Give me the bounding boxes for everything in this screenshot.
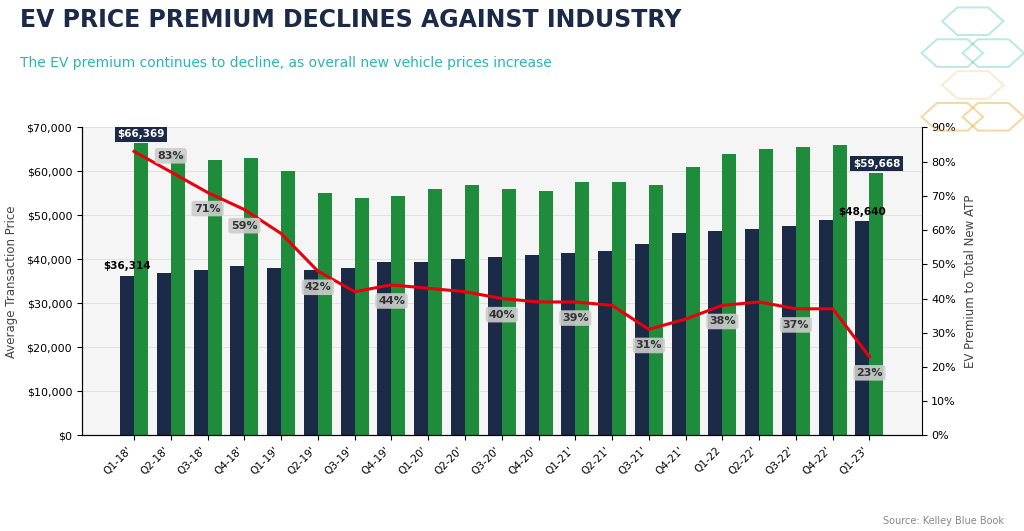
Y-axis label: Average Transaction Price: Average Transaction Price	[5, 205, 18, 358]
Bar	[487, 257, 502, 435]
Text: 39%: 39%	[562, 313, 589, 323]
Bar	[502, 189, 516, 435]
Text: 37%: 37%	[782, 320, 809, 330]
Text: $59,668: $59,668	[853, 159, 900, 169]
Bar	[855, 221, 869, 435]
Text: 23%: 23%	[856, 368, 883, 378]
Bar	[465, 185, 479, 435]
Text: $48,640: $48,640	[839, 207, 887, 217]
Bar	[709, 231, 722, 435]
Bar	[686, 167, 699, 435]
Text: 59%: 59%	[231, 221, 258, 230]
Bar	[649, 185, 663, 435]
Bar	[575, 183, 589, 435]
Bar	[869, 173, 884, 435]
Bar	[428, 189, 442, 435]
Bar	[194, 270, 208, 435]
Bar	[635, 244, 649, 435]
Bar	[759, 149, 773, 435]
Bar	[378, 262, 391, 435]
Bar	[415, 262, 428, 435]
Bar	[134, 143, 148, 435]
Bar	[391, 195, 406, 435]
Bar	[304, 270, 317, 435]
Bar	[317, 193, 332, 435]
Bar	[539, 191, 553, 435]
Bar	[451, 260, 465, 435]
Text: EV PRICE PREMIUM DECLINES AGAINST INDUSTRY: EV PRICE PREMIUM DECLINES AGAINST INDUST…	[20, 8, 682, 32]
Bar	[267, 268, 282, 435]
Bar	[833, 145, 847, 435]
Bar	[598, 251, 612, 435]
Bar	[341, 268, 354, 435]
Text: The EV premium continues to decline, as overall new vehicle prices increase: The EV premium continues to decline, as …	[20, 56, 552, 70]
Bar	[672, 233, 686, 435]
Text: 83%: 83%	[158, 151, 184, 161]
Bar	[561, 253, 575, 435]
Bar	[612, 183, 626, 435]
Text: 38%: 38%	[710, 316, 735, 327]
Bar	[354, 198, 369, 435]
Bar	[282, 172, 295, 435]
Bar	[120, 276, 134, 435]
Text: 31%: 31%	[636, 340, 663, 350]
Bar	[722, 154, 736, 435]
Y-axis label: EV Premium to Total New ATP: EV Premium to Total New ATP	[965, 195, 977, 368]
Text: 44%: 44%	[378, 296, 404, 306]
Bar	[782, 226, 796, 435]
Text: 40%: 40%	[488, 310, 515, 320]
Bar	[171, 154, 184, 435]
Text: 42%: 42%	[304, 282, 332, 292]
Bar	[208, 160, 221, 435]
Text: $36,314: $36,314	[103, 261, 151, 271]
Text: Source: Kelley Blue Book: Source: Kelley Blue Book	[883, 516, 1004, 526]
Bar	[157, 272, 171, 435]
Bar	[819, 220, 833, 435]
Bar	[745, 229, 759, 435]
Bar	[245, 158, 258, 435]
Bar	[230, 266, 245, 435]
Bar	[524, 255, 539, 435]
Text: 71%: 71%	[195, 203, 221, 213]
Text: $66,369: $66,369	[118, 129, 165, 139]
Bar	[796, 147, 810, 435]
